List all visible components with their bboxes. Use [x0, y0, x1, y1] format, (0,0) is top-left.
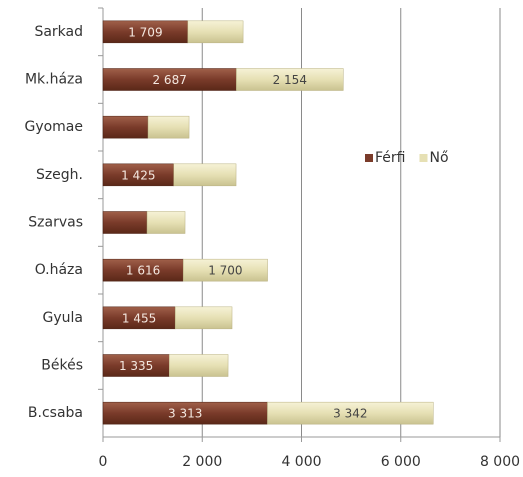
y-tick-label: Szegh. — [36, 167, 83, 183]
y-tick-label: B.csaba — [28, 405, 83, 421]
legend-label: Férfi — [375, 150, 405, 166]
legend-label: Nő — [429, 150, 448, 166]
value-label: 1 709 — [128, 25, 162, 39]
bar-segment — [182, 258, 268, 282]
bar-segment — [147, 115, 190, 139]
legend: Férfi Nő — [365, 150, 449, 166]
bar-segment — [267, 401, 434, 425]
value-label: 3 313 — [168, 407, 202, 421]
bar-segment — [187, 20, 244, 44]
bar-segment — [168, 354, 229, 377]
y-tick-label: Békés — [41, 358, 83, 374]
x-tick-label: 4 000 — [281, 454, 321, 470]
bar-segment — [102, 211, 148, 234]
value-label: 3 342 — [333, 407, 367, 421]
bar-segment — [173, 163, 237, 187]
bar-segment — [174, 306, 233, 330]
value-label: 2 154 — [273, 73, 307, 87]
legend-swatch — [365, 154, 373, 162]
value-label: 1 425 — [121, 168, 155, 182]
y-tick-label: Szarvas — [28, 215, 83, 231]
bar-segment — [102, 115, 149, 139]
x-tick-label: 2 000 — [182, 454, 222, 470]
value-label: 1 455 — [122, 311, 156, 325]
x-tick-label: 8 000 — [480, 454, 520, 470]
value-label: 1 335 — [119, 359, 153, 373]
value-label: 2 687 — [152, 73, 186, 87]
legend-swatch — [419, 154, 428, 162]
y-tick-label: O.háza — [35, 262, 83, 278]
y-tick-label: Gyomae — [24, 119, 83, 135]
bar-segment — [146, 211, 186, 234]
y-tick-label: Mk.háza — [25, 72, 83, 88]
value-label: 1 616 — [126, 264, 160, 278]
x-tick-label: 0 — [99, 454, 108, 470]
x-tick-label: 6 000 — [381, 454, 421, 470]
y-tick-label: Sarkad — [34, 24, 83, 40]
y-tick-label: Gyula — [43, 310, 83, 326]
bar-segment — [236, 68, 344, 91]
value-label: 1 700 — [208, 264, 242, 278]
